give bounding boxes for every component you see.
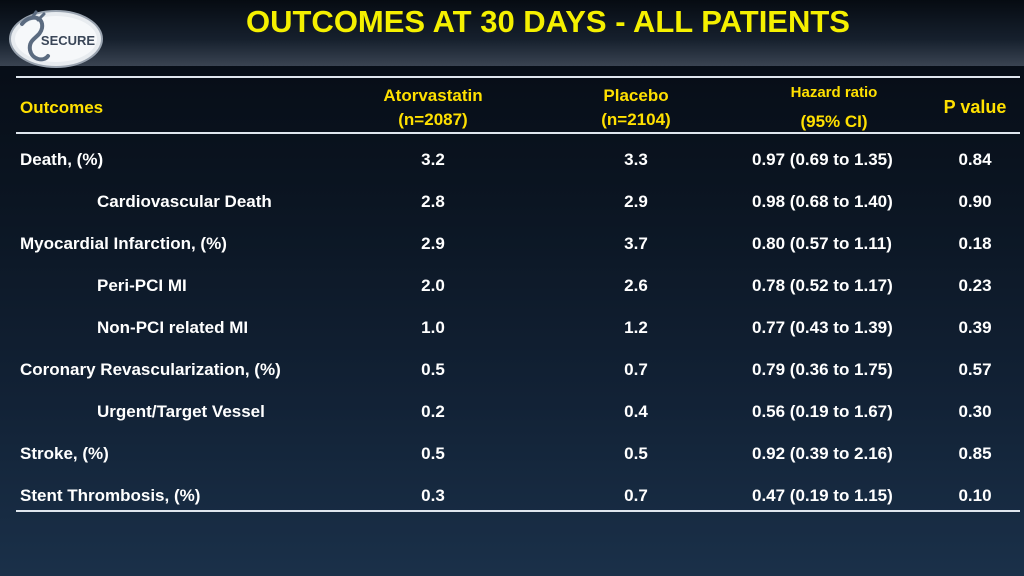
row-placebo: 0.7 [624,360,648,379]
row-label: Death, (%) [20,150,104,169]
header-hazard-ratio: Hazard ratio [790,84,878,101]
row-hazard-ratio: 0.92 (0.39 to 2.16) [752,444,893,463]
row-hazard-ratio: 0.78 (0.52 to 1.17) [752,276,893,295]
row-label: Cardiovascular Death [97,192,272,211]
row-p-value: 0.10 [958,486,992,505]
title-band [0,0,1024,66]
row-hazard-ratio: 0.79 (0.36 to 1.75) [752,360,893,379]
row-p-value: 0.57 [958,360,992,379]
row-label: Peri-PCI MI [97,276,187,295]
row-p-value: 0.84 [958,150,992,169]
svg-text:SECURE: SECURE [41,33,96,48]
row-placebo: 0.7 [624,486,648,505]
row-hazard-ratio: 0.97 (0.69 to 1.35) [752,150,893,169]
row-label: Coronary Revascularization, (%) [20,360,281,379]
bottom-rule [16,510,1020,512]
row-label: Myocardial Infarction, (%) [20,234,227,253]
row-hazard-ratio: 0.47 (0.19 to 1.15) [752,486,893,505]
row-atorvastatin: 2.9 [421,234,445,253]
row-label: Urgent/Target Vessel [97,402,265,421]
header-atorvastatin: Atorvastatin [383,86,483,105]
row-placebo: 2.9 [624,192,648,211]
row-placebo: 0.5 [624,444,648,463]
row-atorvastatin: 0.5 [421,360,445,379]
header-rule [16,132,1020,134]
header-placebo: Placebo [603,86,669,105]
row-label: Stroke, (%) [20,444,109,463]
row-hazard-ratio: 0.77 (0.43 to 1.39) [752,318,893,337]
row-p-value: 0.23 [958,276,992,295]
row-placebo: 2.6 [624,276,648,295]
row-placebo: 3.3 [624,150,648,169]
row-p-value: 0.30 [958,402,992,421]
row-hazard-ratio: 0.98 (0.68 to 1.40) [752,192,893,211]
header-outcomes: Outcomes [20,98,104,117]
header-hazard-ci: (95% CI) [800,112,868,131]
row-label: Non-PCI related MI [97,318,249,337]
row-atorvastatin: 1.0 [421,318,445,337]
row-placebo: 3.7 [624,234,648,253]
row-placebo: 1.2 [624,318,648,337]
row-atorvastatin: 2.8 [421,192,445,211]
header-atorvastatin-n: (n=2087) [398,110,468,129]
row-p-value: 0.39 [958,318,992,337]
row-hazard-ratio: 0.56 (0.19 to 1.67) [752,402,893,421]
row-placebo: 0.4 [624,402,648,421]
row-atorvastatin: 2.0 [421,276,445,295]
header-placebo-n: (n=2104) [601,110,671,129]
row-atorvastatin: 0.5 [421,444,445,463]
row-atorvastatin: 0.3 [421,486,445,505]
secure-logo: SECURE [9,10,103,68]
row-p-value: 0.90 [958,192,992,211]
page-title: OUTCOMES AT 30 DAYS - ALL PATIENTS [246,4,850,39]
header-p-value: P value [943,97,1007,117]
top-rule [16,76,1020,78]
row-atorvastatin: 3.2 [421,150,445,169]
row-label: Stent Thrombosis, (%) [20,486,201,505]
row-hazard-ratio: 0.80 (0.57 to 1.11) [752,234,892,253]
row-atorvastatin: 0.2 [421,402,445,421]
row-p-value: 0.85 [958,444,992,463]
row-p-value: 0.18 [958,234,992,253]
